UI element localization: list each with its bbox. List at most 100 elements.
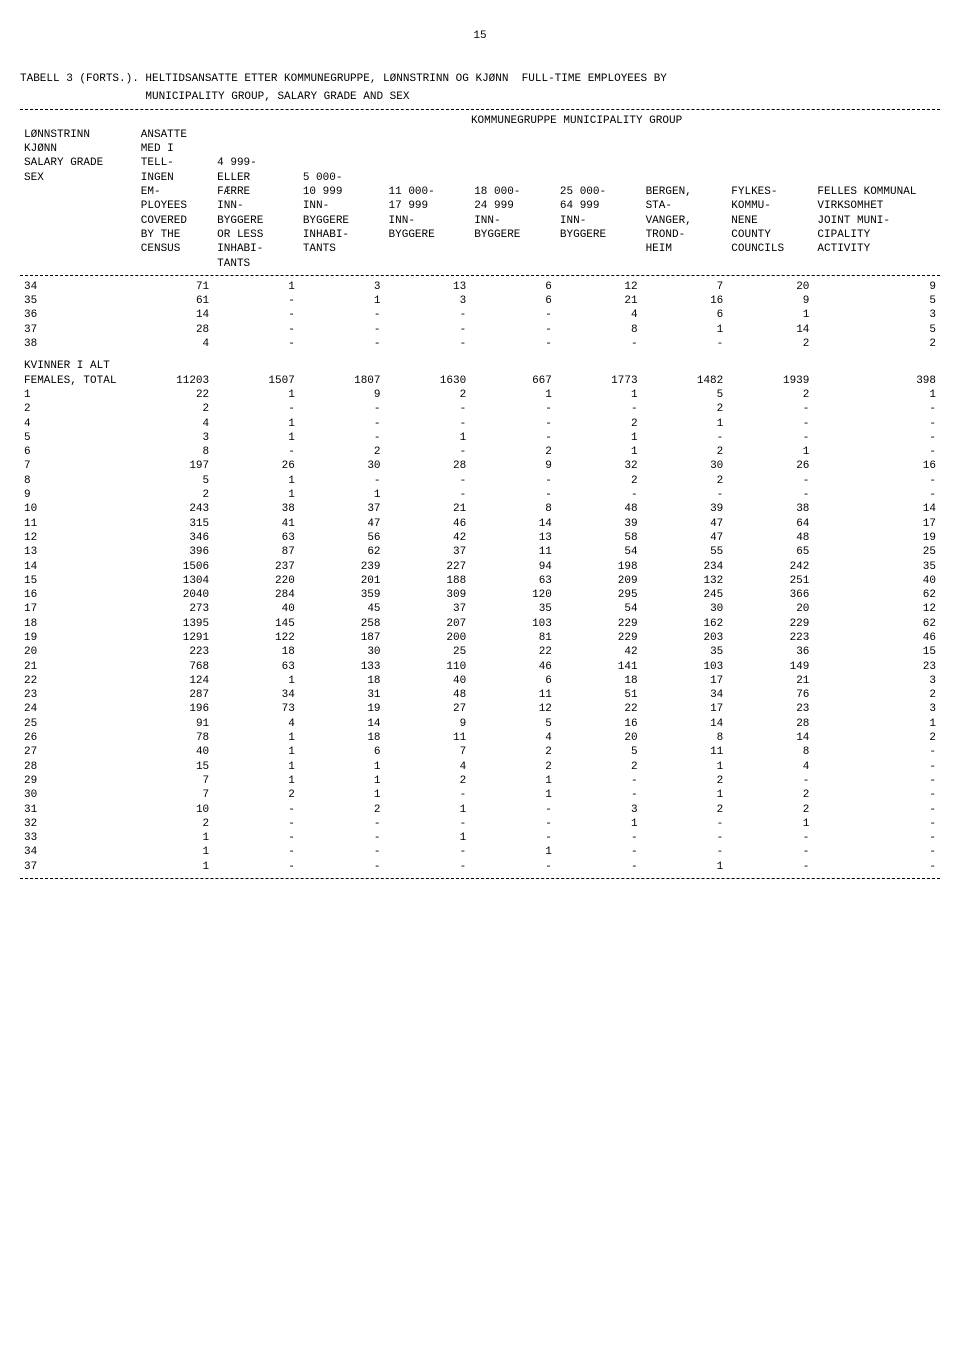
cell: 2	[813, 731, 940, 745]
column-header: BERGEN,	[642, 185, 728, 199]
cell: 62	[813, 617, 940, 631]
cell: 1	[642, 323, 728, 337]
row-label: 34	[20, 845, 137, 859]
cell: 4	[137, 417, 213, 431]
row-header-label: KJØNN	[20, 142, 137, 156]
cell: -	[385, 308, 471, 322]
column-header	[727, 142, 813, 156]
row-label: 14	[20, 560, 137, 574]
cell: -	[556, 831, 642, 845]
cell: -	[385, 445, 471, 459]
cell: 25	[385, 645, 471, 659]
column-header	[556, 156, 642, 170]
cell: 56	[299, 531, 385, 545]
cell: 18	[213, 645, 299, 659]
cell: -	[470, 417, 556, 431]
cell: 1	[213, 731, 299, 745]
cell: 198	[556, 560, 642, 574]
cell: -	[470, 402, 556, 416]
cell: 201	[299, 574, 385, 588]
cell: 1	[556, 817, 642, 831]
column-header	[385, 156, 471, 170]
cell: 188	[385, 574, 471, 588]
cell: 23	[727, 702, 813, 716]
cell: 46	[813, 631, 940, 645]
cell: 295	[556, 588, 642, 602]
cell: 64	[727, 517, 813, 531]
column-header: INHABI-	[213, 242, 299, 256]
cell: -	[470, 323, 556, 337]
column-header: COVERED	[137, 214, 213, 228]
cell: 229	[727, 617, 813, 631]
cell: 48	[556, 502, 642, 516]
cell: 1	[470, 788, 556, 802]
cell: 1	[213, 488, 299, 502]
cell: 1	[213, 674, 299, 688]
column-header: FELLES KOMMUNAL	[813, 185, 940, 199]
cell: -	[385, 845, 471, 859]
cell: 1	[727, 445, 813, 459]
cell: -	[813, 474, 940, 488]
cell: 9	[813, 280, 940, 294]
column-header	[213, 128, 299, 142]
cell: 1	[642, 417, 728, 431]
row-label: 32	[20, 817, 137, 831]
cell: -	[556, 337, 642, 351]
cell: -	[299, 308, 385, 322]
column-header	[642, 156, 728, 170]
cell: 20	[727, 280, 813, 294]
cell: -	[642, 337, 728, 351]
row-label: 18	[20, 617, 137, 631]
cell: 71	[137, 280, 213, 294]
cell: 42	[385, 531, 471, 545]
cell: -	[299, 337, 385, 351]
cell: 120	[470, 588, 556, 602]
cell: 2	[556, 417, 642, 431]
cell: 21	[727, 674, 813, 688]
column-header: ACTIVITY	[813, 242, 940, 256]
cell: -	[727, 860, 813, 874]
cell: 14	[470, 517, 556, 531]
cell: 8	[556, 323, 642, 337]
cell: 162	[642, 617, 728, 631]
cell: 17	[642, 702, 728, 716]
cell: 65	[727, 545, 813, 559]
row-label: 26	[20, 731, 137, 745]
cell: -	[813, 788, 940, 802]
cell: 9	[470, 459, 556, 473]
cell: 39	[556, 517, 642, 531]
column-header: PLOYEES	[137, 199, 213, 213]
cell: 42	[556, 645, 642, 659]
row-header-label	[20, 257, 137, 271]
column-header	[727, 171, 813, 185]
column-header: VIRKSOMHET	[813, 199, 940, 213]
cell: 3	[813, 674, 940, 688]
cell: -	[385, 337, 471, 351]
cell: 4	[556, 308, 642, 322]
column-header	[642, 257, 728, 271]
cell: 7	[642, 280, 728, 294]
cell: -	[556, 488, 642, 502]
cell: 46	[385, 517, 471, 531]
cell: 28	[385, 459, 471, 473]
cell: 16	[813, 459, 940, 473]
cell: 22	[137, 388, 213, 402]
cell: 2	[385, 388, 471, 402]
cell: 2	[556, 474, 642, 488]
cell: 366	[727, 588, 813, 602]
column-header: EM-	[137, 185, 213, 199]
cell: 1	[813, 717, 940, 731]
cell: 36	[727, 645, 813, 659]
cell: 94	[470, 560, 556, 574]
column-header	[385, 257, 471, 271]
cell: 2	[299, 803, 385, 817]
row-label: 6	[20, 445, 137, 459]
cell: 58	[556, 531, 642, 545]
column-header	[813, 156, 940, 170]
cell: 15	[137, 760, 213, 774]
cell: 251	[727, 574, 813, 588]
cell: -	[213, 308, 299, 322]
cell: 1	[727, 817, 813, 831]
cell: 220	[213, 574, 299, 588]
cell: 110	[385, 660, 471, 674]
